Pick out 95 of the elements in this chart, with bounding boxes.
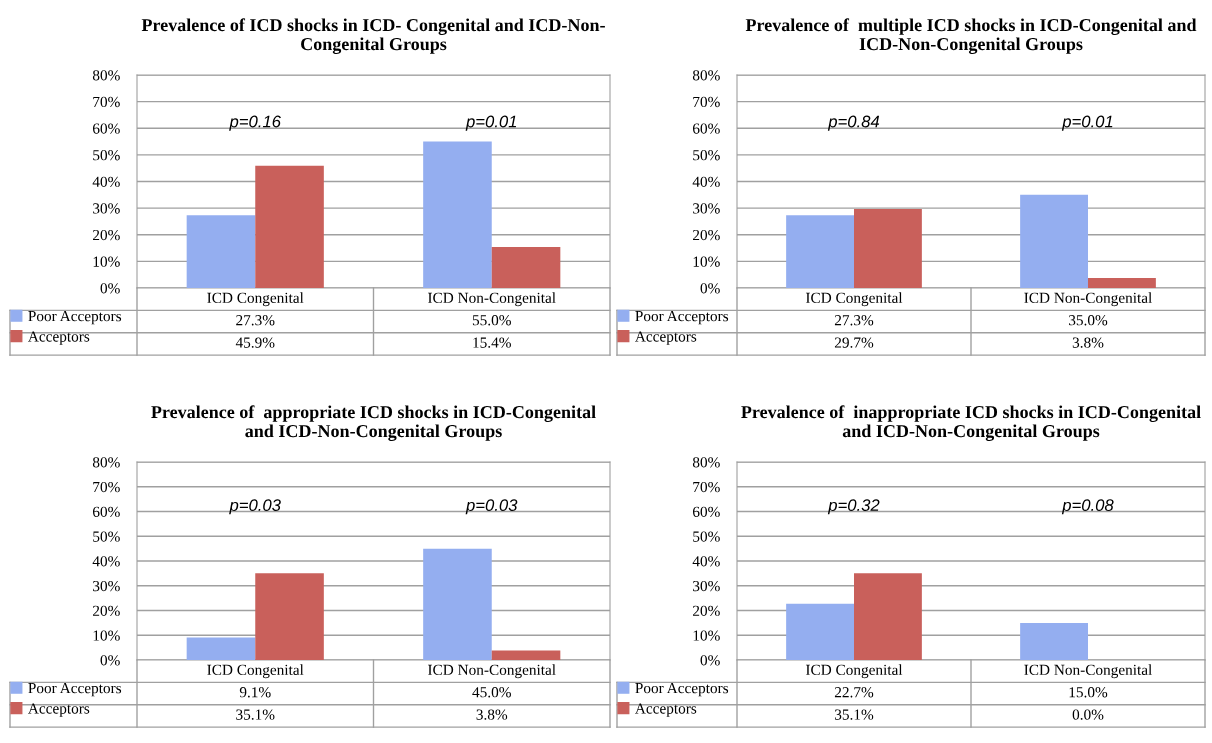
chart-title: Prevalence of inappropriate ICD shocks in ICD-Congenital and ICD-Non-Congenital Groups [741,405,1201,441]
y-tick-label: 0% [700,283,720,294]
y-tick-label: 50% [693,531,720,542]
y-tick-label: 10% [693,630,720,641]
y-tick-label: 40% [692,176,720,187]
data-label: 35.1% [236,709,275,720]
y-tick-label: 0% [100,655,120,666]
data-label: 29.7% [834,337,874,348]
bar [1020,622,1088,660]
y-tick-label: 60% [92,123,120,134]
y-tick-label: 20% [693,229,720,241]
annotation: p=0.32 [827,499,880,515]
y-tick-label: 80% [692,457,720,468]
y-tick-label: 20% [93,229,120,241]
y-tick-label: 70% [693,96,720,108]
data-label: 45.9% [235,337,275,348]
y-tick-label: 40% [92,176,120,187]
annotation: p=0.08 [1061,499,1114,515]
data-label: 0.0% [1072,709,1104,720]
y-tick-label: 10% [93,256,120,267]
legend-label: Poor Acceptors [635,311,729,325]
legend-label: Acceptors [635,331,697,345]
annotation: p=0.16 [229,115,281,131]
legend-label: Poor Acceptors [28,311,122,325]
x-tick-label: ICD Congenital [805,664,903,679]
y-tick-label: 30% [93,203,120,214]
chart-title: Prevalence of appropriate ICD shocks in ICD-Congenital and ICD-Non-Congenital Groups [151,405,596,441]
bar [786,603,854,660]
bar [786,215,854,288]
data-label: 55.0% [472,315,511,326]
y-tick-label: 80% [692,70,720,81]
y-tick-label: 60% [692,123,720,134]
x-tick-label: ICD Non-Congenital [1024,292,1152,307]
bar [491,650,561,660]
data-label: 35.1% [835,709,874,720]
bar [1020,194,1088,288]
data-label: 22.7% [834,687,874,698]
legend-label: Acceptors [28,703,90,717]
data-label: 9.1% [239,687,271,698]
annotation: p=0.03 [465,499,518,515]
bar [423,141,492,288]
annotation: p=0.03 [229,499,281,515]
data-label: 45.0% [472,687,511,698]
y-tick-label: 30% [93,580,120,592]
bar [854,208,922,288]
legend-label: Poor Acceptors [635,683,729,697]
x-tick-label: ICD Congenital [805,292,903,307]
x-tick-label: ICD Non-Congenital [428,664,556,679]
x-tick-label: ICD Non-Congenital [428,292,556,307]
annotation: p=0.84 [827,115,880,131]
data-label: 15.0% [1069,687,1108,698]
legend-label: Acceptors [28,331,90,345]
bar [255,165,324,288]
y-tick-label: 60% [92,506,120,517]
data-label: 3.8% [1072,337,1104,348]
x-tick-label: ICD Non-Congenital [1024,664,1152,679]
y-tick-label: 30% [693,203,720,214]
y-tick-label: 70% [93,96,120,108]
y-tick-label: 60% [692,506,720,517]
y-tick-label: 30% [693,580,720,592]
bar [1088,277,1156,288]
chart-title: Prevalence of multiple ICD shocks in ICD-Congenital and ICD-Non-Congenital Groups [745,18,1197,54]
x-tick-label: ICD Congenital [207,664,304,679]
bar [186,637,256,660]
bar [854,573,922,660]
y-tick-label: 70% [93,481,120,493]
y-tick-label: 40% [92,556,120,567]
y-tick-label: 80% [92,70,120,81]
y-tick-label: 70% [693,481,720,493]
chart-title: Prevalence of ICD shocks in ICD- Congenital and ICD-Non- Congenital Groups [141,18,605,54]
y-tick-label: 10% [93,630,120,641]
data-label: 15.4% [473,337,511,348]
bar [186,215,256,288]
y-tick-label: 50% [693,150,720,161]
data-label: 3.8% [476,709,508,720]
annotation: p=0.01 [1061,115,1113,131]
legend-label: Poor Acceptors [28,683,122,697]
x-tick-label: ICD Congenital [207,292,304,307]
y-tick-label: 50% [93,150,120,161]
data-label: 27.3% [236,315,275,326]
y-tick-label: 10% [693,256,720,267]
y-tick-label: 0% [100,283,120,294]
bar [255,573,324,660]
legend-label: Acceptors [635,703,697,717]
y-tick-label: 50% [93,531,120,542]
y-tick-label: 20% [93,605,120,616]
y-tick-label: 40% [692,556,720,567]
bar [423,548,492,660]
data-label: 27.3% [834,315,874,326]
y-tick-label: 80% [92,457,120,468]
y-tick-label: 0% [700,655,720,666]
bar [491,247,561,288]
y-tick-label: 20% [693,605,720,616]
data-label: 35.0% [1069,315,1108,326]
annotation: p=0.01 [465,115,517,131]
